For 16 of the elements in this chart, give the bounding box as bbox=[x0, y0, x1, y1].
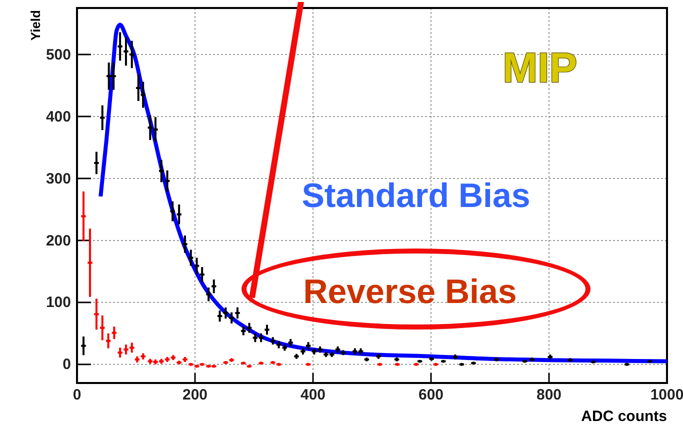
annotation: Reverse Bias bbox=[303, 273, 517, 311]
y-tick-label: 200 bbox=[46, 232, 71, 250]
x-tick-label: 1000 bbox=[650, 386, 683, 404]
annotation: Standard Bias bbox=[302, 177, 530, 215]
y-tick-label: 500 bbox=[46, 46, 71, 64]
y-tick-label: 100 bbox=[46, 294, 71, 312]
y-tick-label: 0 bbox=[62, 356, 71, 374]
y-axis-title: Yield bbox=[28, 10, 43, 41]
x-tick-label: 800 bbox=[536, 386, 562, 404]
y-tick-label: 300 bbox=[46, 170, 71, 188]
x-tick-label: 400 bbox=[300, 386, 326, 404]
x-tick-label: 200 bbox=[182, 386, 208, 404]
annotation: MIP bbox=[502, 44, 578, 91]
x-tick-label: 600 bbox=[418, 386, 444, 404]
y-tick-label: 400 bbox=[46, 108, 71, 126]
x-axis-title: ADC counts bbox=[581, 408, 667, 425]
